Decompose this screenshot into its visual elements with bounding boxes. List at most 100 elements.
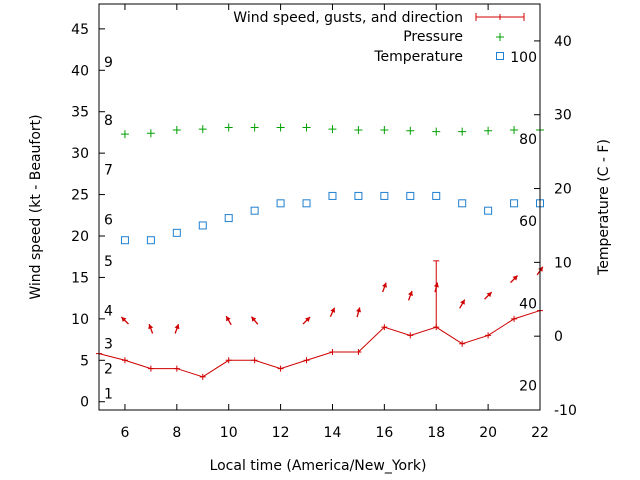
x-tick-label: 14 — [324, 425, 342, 441]
y-right-tick-label: 10 — [554, 255, 572, 271]
temperature-point — [406, 191, 415, 200]
legend-label-pressure: Pressure — [403, 29, 463, 45]
wind-direction-arrowhead — [356, 307, 362, 313]
wind-direction-arrowhead — [433, 282, 439, 288]
beaufort-label: 1 — [104, 386, 113, 402]
x-tick-label: 12 — [272, 425, 290, 441]
temperature-point — [458, 199, 467, 208]
tick-labels-layer: 6 8 10 12 14 16 18 20 22051015202530354045-10010… — [71, 22, 577, 441]
wind-speed-point — [459, 340, 466, 347]
wind-speed-point — [251, 357, 258, 364]
wind-speed-point — [485, 332, 492, 339]
wind-speed-line — [98, 310, 541, 378]
y-right-tick-label: 20 — [554, 182, 572, 198]
pressure-point — [484, 126, 493, 135]
y-right-tick-label: 0 — [554, 329, 563, 345]
series-layer — [96, 123, 544, 380]
beaufort-label: 5 — [104, 254, 113, 270]
beaufort-label: 6 — [104, 212, 113, 228]
pressure-point — [458, 127, 467, 136]
fahrenheit-label: 20 — [519, 379, 537, 395]
y-right-axis-label: Temperature (C - F) — [596, 139, 612, 276]
temperature-point — [120, 236, 129, 245]
y-left-tick-label: 35 — [71, 105, 89, 121]
pressure-point — [510, 125, 519, 134]
pressure-point — [120, 130, 129, 139]
legend-key-temperature — [496, 52, 504, 60]
legend-marker-pressure — [496, 33, 504, 41]
y-left-tick-label: 25 — [71, 188, 89, 204]
wind-speed-point — [173, 365, 180, 372]
wind-speed-point — [511, 315, 518, 322]
pressure-point — [406, 126, 415, 135]
pressure-point — [146, 129, 155, 138]
legend-label-temperature: Temperature — [373, 49, 463, 65]
x-tick-label: 10 — [220, 425, 238, 441]
wind-direction-arrowhead — [174, 324, 180, 330]
wind-direction-arrowhead — [408, 290, 413, 297]
y-left-tick-label: 5 — [80, 353, 89, 369]
pressure-point — [172, 125, 181, 134]
x-tick-label: 20 — [479, 425, 497, 441]
wind-direction-arrowhead — [538, 266, 543, 272]
temperature-point — [432, 191, 441, 200]
fahrenheit-label: 80 — [519, 132, 537, 148]
y-left-tick-label: 15 — [71, 270, 89, 286]
y-right-tick-label: -10 — [554, 403, 577, 419]
y-left-tick-label: 10 — [71, 312, 89, 328]
wind-speed-point — [121, 357, 128, 364]
temperature-point — [484, 206, 493, 215]
temperature-point — [380, 191, 389, 200]
wind-speed-point — [147, 365, 154, 372]
axis-ticks-layer — [99, 4, 541, 411]
temperature-point — [224, 214, 233, 223]
temperature-point — [172, 228, 181, 237]
x-tick-label: 8 — [172, 425, 181, 441]
legend: Wind speed, gusts, and direction Pressur… — [233, 10, 525, 65]
legend-key-wind — [475, 13, 525, 21]
plot-frame — [98, 3, 541, 411]
legend-marker-wind — [497, 14, 503, 20]
fahrenheit-label: 60 — [519, 214, 537, 230]
pressure-point — [328, 125, 337, 134]
legend-marker-temperature — [496, 52, 504, 60]
y-left-axis-label: Wind speed (kt - Beaufort) — [28, 114, 44, 299]
x-tick-label: 6 — [120, 425, 129, 441]
wind-speed-point — [303, 357, 310, 364]
y-left-tick-label: 40 — [71, 63, 89, 79]
pressure-point — [302, 123, 311, 132]
pressure-point — [276, 123, 285, 132]
beaufort-label: 2 — [104, 362, 113, 378]
wind-direction-arrowhead — [330, 307, 336, 313]
temperature-point — [302, 199, 311, 208]
wind-direction-arrowhead — [251, 316, 257, 322]
beaufort-label: 8 — [104, 113, 113, 129]
beaufort-label: 4 — [104, 304, 113, 320]
wind-direction-arrowhead — [512, 275, 518, 281]
temperature-point — [198, 221, 207, 230]
wind-speed-point — [199, 373, 206, 380]
x-tick-label: 18 — [427, 425, 445, 441]
temperature-point — [276, 199, 285, 208]
wind-direction-arrowhead — [121, 316, 127, 322]
pressure-point — [380, 125, 389, 134]
wind-direction-arrowhead — [226, 316, 231, 322]
y-left-tick-label: 30 — [71, 146, 89, 162]
x-axis-label: Local time (America/New_York) — [210, 458, 427, 474]
wind-direction-arrowhead — [460, 299, 465, 305]
wind-speed-point — [407, 332, 414, 339]
legend-label-wind: Wind speed, gusts, and direction — [233, 10, 463, 26]
temperature-point — [510, 199, 519, 208]
wind-direction-arrowhead — [148, 324, 154, 330]
y-left-tick-label: 45 — [71, 22, 89, 38]
temperature-point — [328, 191, 337, 200]
wind-speed-point — [355, 349, 362, 355]
wind-speed-point — [381, 324, 388, 331]
fahrenheit-label: 40 — [519, 297, 537, 313]
wind-speed-point — [225, 357, 232, 364]
wind-direction-arrowhead — [486, 292, 492, 298]
legend-key-pressure — [496, 33, 504, 41]
wind-speed-point — [277, 365, 284, 372]
wind-speed-point — [329, 349, 336, 355]
